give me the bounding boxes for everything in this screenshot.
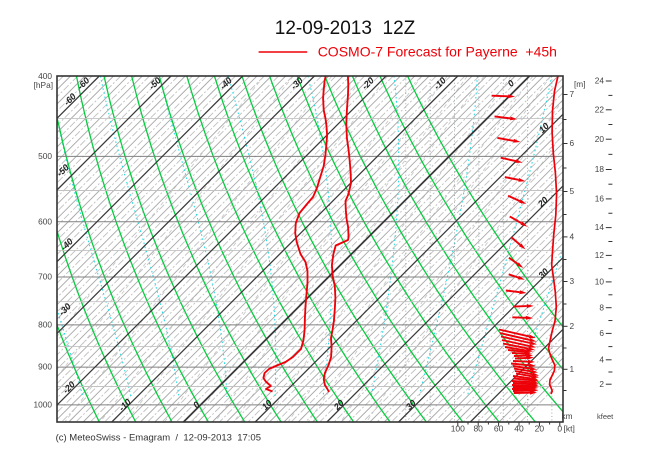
svg-text:14: 14 xyxy=(595,222,605,232)
svg-text:(c) MeteoSwiss - Emagram / 1: (c) MeteoSwiss - Emagram / 12-09-2013 17… xyxy=(56,433,261,444)
svg-text:6: 6 xyxy=(599,328,604,338)
svg-text:8: 8 xyxy=(599,302,604,312)
svg-text:16: 16 xyxy=(595,194,605,204)
svg-text:[hPa]: [hPa] xyxy=(34,80,53,90)
svg-text:40: 40 xyxy=(514,424,524,434)
svg-text:4: 4 xyxy=(599,354,604,364)
svg-text:900: 900 xyxy=(38,362,52,372)
svg-text:600: 600 xyxy=(38,216,52,226)
svg-text:18: 18 xyxy=(595,164,605,174)
svg-text:[kt]: [kt] xyxy=(564,424,575,434)
svg-text:6: 6 xyxy=(570,138,575,148)
svg-text:COSMO-7 Forecast for Payerne: COSMO-7 Forecast for Payerne +45h xyxy=(318,44,557,60)
svg-text:4: 4 xyxy=(570,232,575,242)
svg-text:22: 22 xyxy=(595,104,605,114)
svg-text:kfeet: kfeet xyxy=(597,412,614,421)
svg-text:0: 0 xyxy=(557,424,562,434)
svg-text:2: 2 xyxy=(570,321,575,331)
svg-text:500: 500 xyxy=(38,151,52,161)
svg-text:20: 20 xyxy=(535,424,545,434)
svg-text:[m]: [m] xyxy=(574,79,586,89)
svg-text:12-09-2013 12Z: 12-09-2013 12Z xyxy=(275,18,416,39)
svg-text:km: km xyxy=(562,411,573,421)
svg-text:1: 1 xyxy=(570,364,575,374)
svg-text:24: 24 xyxy=(595,76,605,86)
svg-text:3: 3 xyxy=(570,276,575,286)
svg-text:800: 800 xyxy=(38,320,52,330)
svg-text:2: 2 xyxy=(599,379,604,389)
svg-text:1000: 1000 xyxy=(34,400,53,410)
svg-text:12: 12 xyxy=(595,250,605,260)
svg-text:100: 100 xyxy=(451,424,465,434)
svg-text:7: 7 xyxy=(570,89,575,99)
svg-text:20: 20 xyxy=(595,134,605,144)
svg-text:80: 80 xyxy=(473,424,483,434)
svg-text:700: 700 xyxy=(38,272,52,282)
svg-text:60: 60 xyxy=(494,424,504,434)
svg-text:5: 5 xyxy=(570,186,575,196)
svg-text:10: 10 xyxy=(595,277,605,287)
